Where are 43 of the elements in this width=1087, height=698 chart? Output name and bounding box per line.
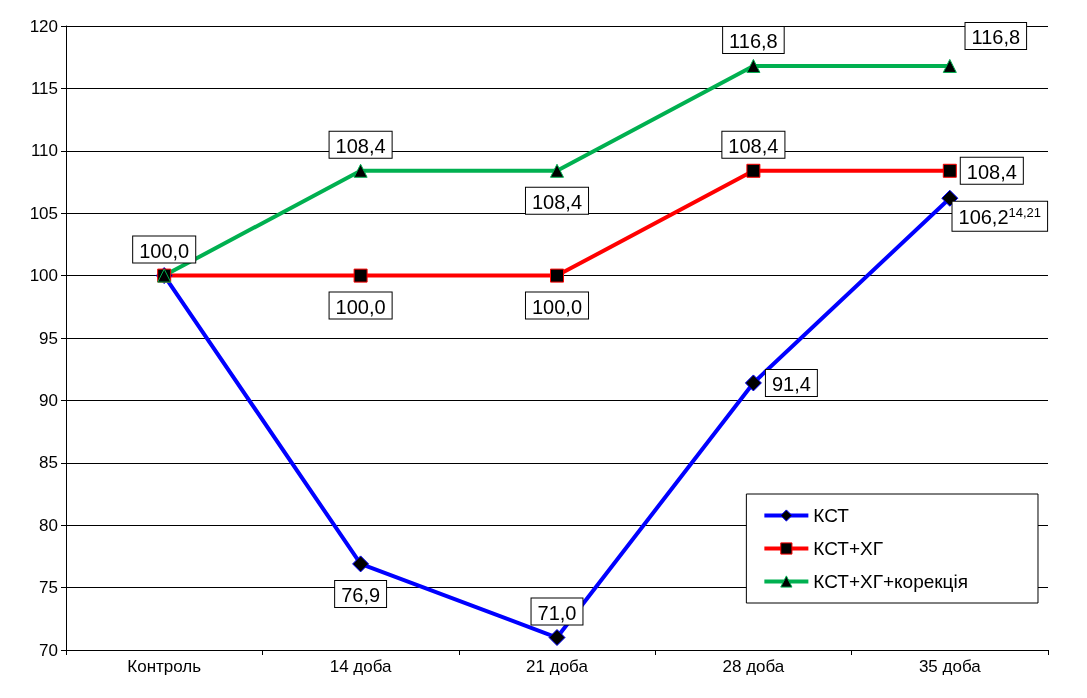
- y-tick-label: 100: [29, 266, 58, 286]
- y-tick-label: 105: [29, 203, 58, 223]
- data-label: 71,0: [537, 601, 577, 624]
- legend-label: КСТ+ХГ: [813, 538, 883, 559]
- legend-label: КСТ: [813, 505, 850, 526]
- y-tick-label: 70: [39, 640, 58, 660]
- y-tick-label: 80: [39, 515, 58, 535]
- point: [746, 163, 761, 178]
- x-tick-label: 14 доба: [329, 657, 393, 676]
- y-tick-label: 90: [39, 390, 58, 410]
- point: [550, 268, 564, 283]
- point: [353, 163, 368, 178]
- data-label: 100,0: [139, 239, 190, 262]
- point: [744, 374, 762, 392]
- x-tick-label: 21 доба: [526, 657, 589, 676]
- point: [942, 58, 957, 73]
- y-tick-label: 115: [30, 78, 58, 98]
- y-tick-label: 120: [29, 16, 58, 36]
- data-label: 108,4: [531, 190, 583, 213]
- data-label: 108,4: [728, 134, 779, 157]
- point: [352, 555, 370, 573]
- data-label: 76,9: [341, 583, 381, 606]
- data-label: 100,0: [531, 295, 583, 318]
- legend-label: КСТ+ХГ+корекція: [813, 571, 969, 592]
- y-tick-label: 85: [39, 453, 58, 473]
- y-tick-label: 110: [30, 141, 58, 161]
- data-label: 108,4: [335, 134, 386, 157]
- point: [941, 189, 959, 207]
- point: [548, 629, 566, 647]
- y-tick-label: 75: [39, 578, 58, 598]
- point: [942, 163, 957, 178]
- data-label: 108,4: [966, 160, 1017, 183]
- point: [353, 268, 368, 283]
- data-label: 91,4: [771, 372, 811, 395]
- x-tick-label: Контроль: [127, 657, 202, 676]
- data-label: 116,8: [971, 25, 1021, 48]
- y-tick-label: 95: [39, 328, 58, 348]
- point: [550, 163, 564, 178]
- data-label: 116,8: [729, 29, 778, 52]
- x-tick-label: 28 доба: [722, 657, 785, 676]
- x-tick-label: 35 доба: [918, 657, 982, 676]
- point: [746, 58, 761, 73]
- data-label: 100,0: [335, 295, 386, 318]
